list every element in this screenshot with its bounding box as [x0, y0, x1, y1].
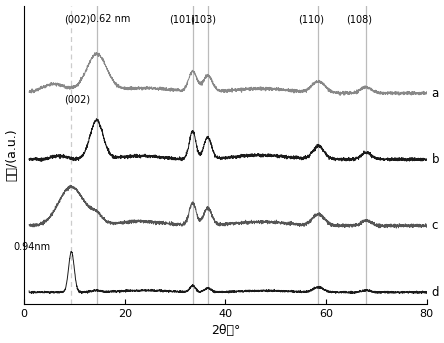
Text: (108): (108) — [346, 14, 372, 24]
X-axis label: 2θ／°: 2θ／° — [211, 324, 240, 338]
Text: 0.94nm: 0.94nm — [13, 242, 50, 252]
Y-axis label: 强度/(a.u.): 强度/(a.u.) — [6, 129, 19, 181]
Text: a: a — [432, 86, 439, 99]
Text: (110): (110) — [298, 14, 324, 24]
Text: (002): (002) — [64, 94, 90, 104]
Text: c: c — [432, 219, 438, 232]
Text: b: b — [432, 153, 439, 166]
Text: (002): (002) — [64, 14, 90, 24]
Text: 0.62 nm: 0.62 nm — [91, 14, 131, 24]
Text: (103): (103) — [190, 14, 216, 24]
Text: d: d — [432, 286, 439, 299]
Text: (101): (101) — [170, 14, 196, 24]
